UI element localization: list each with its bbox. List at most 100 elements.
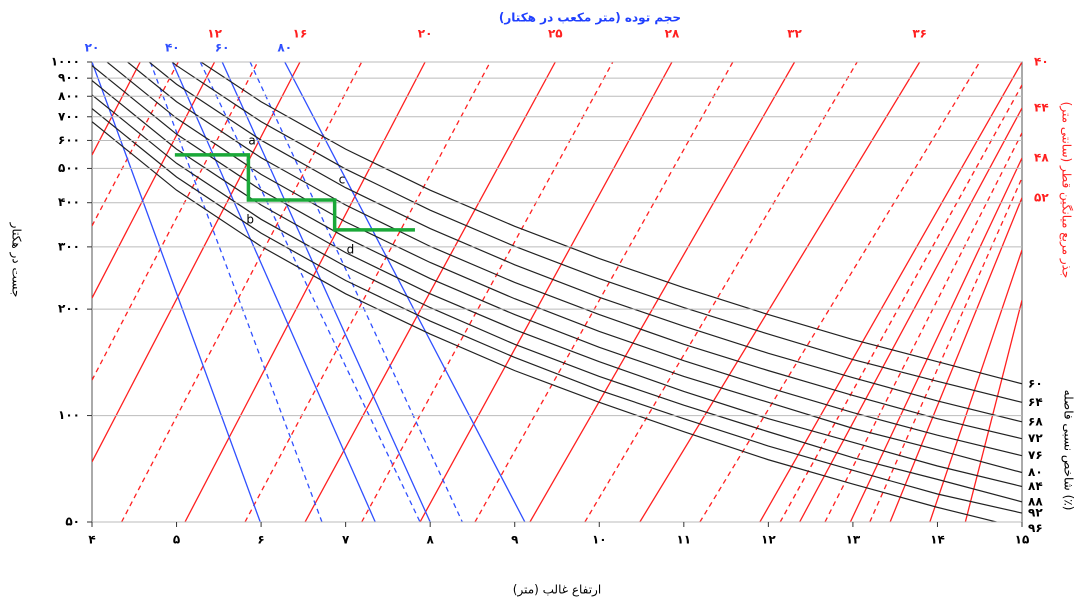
y-tick-label: ۱۰۰۰ (51, 55, 80, 69)
y-tick-label: ۵۰ (65, 515, 80, 529)
annotation: c (339, 173, 346, 187)
series-line (92, 94, 1022, 503)
series-line (92, 121, 1000, 522)
red-line (419, 62, 673, 522)
blue-line-label: ۸۰ (277, 41, 292, 55)
red-line-label: ۲۵ (548, 27, 563, 41)
series-line (148, 62, 1022, 423)
x-axis-label: ارتفاع غالب (متر) (513, 583, 601, 598)
x-tick-label: ۱۲ (761, 533, 776, 547)
x-tick-label: ۱۱ (676, 533, 691, 547)
series-line (92, 108, 1022, 514)
y-tick-label: ۴۰۰ (58, 195, 80, 209)
y-tick-label: ۵۰۰ (58, 161, 80, 175)
red-line-label: ۲۰ (418, 27, 433, 41)
red-line-label: ۱۲ (207, 27, 222, 41)
red-line (184, 62, 426, 522)
series-line (171, 62, 1022, 403)
blue-line (284, 62, 526, 522)
chart-title: حجم توده (متر مکعب در هکتار) (499, 11, 681, 26)
y-tick-label: ۱۰۰ (58, 408, 80, 422)
series-label: ۶۴ (1028, 395, 1043, 409)
x-tick-label: ۱۴ (930, 533, 945, 547)
red-line-label: ۲۸ (665, 27, 680, 41)
series-label: ۸۴ (1028, 479, 1043, 493)
y-axis-label: جست در هکتار (9, 222, 24, 298)
y-tick-label: ۲۰۰ (58, 302, 80, 316)
red-line-label: ۴۰ (1034, 55, 1049, 69)
series-label: ۸۸ (1028, 494, 1043, 508)
red-line (889, 197, 1022, 522)
blue-line-label: ۴۰ (165, 41, 180, 55)
x-tick-label: ۴ (88, 533, 95, 547)
series-label: ۷۶ (1028, 448, 1043, 462)
annotation: b (246, 213, 254, 227)
red-line (779, 84, 1022, 522)
blue-line (171, 62, 376, 522)
y-tick-label: ۶۰۰ (58, 133, 80, 147)
x-tick-label: ۱۵ (1015, 533, 1030, 547)
red-line (244, 62, 491, 522)
red-line (92, 62, 216, 299)
blue-line (249, 62, 463, 522)
series-line (92, 65, 1022, 474)
red-line-label: ۳۲ (787, 27, 802, 41)
red-line (759, 62, 1022, 522)
plot-area (92, 62, 1022, 522)
blue-line-label: ۶۰ (215, 41, 230, 55)
series-label: ۸۰ (1028, 465, 1043, 479)
red-line (584, 62, 858, 522)
series-line (92, 80, 1022, 488)
red-line (849, 157, 1022, 522)
x-tick-label: ۸ (427, 533, 435, 547)
series-line (199, 62, 1022, 385)
x-tick-label: ۱۳ (846, 533, 861, 547)
blue-line-label: ۲۰ (85, 41, 100, 55)
x-tick-label: ۵ (173, 533, 180, 547)
red-line-label: ۳۶ (912, 27, 927, 41)
blue-line (149, 62, 323, 522)
red-line (474, 62, 734, 522)
blue-line (221, 62, 431, 522)
y-tick-label: ۳۰۰ (58, 239, 80, 253)
red-line-label: ۵۲ (1034, 190, 1049, 204)
series-label: ۶۸ (1028, 414, 1043, 428)
red-line (824, 132, 1022, 522)
series-label: ۷۲ (1028, 431, 1043, 445)
y-tick-label: ۹۰۰ (58, 71, 80, 85)
annotation: d (347, 242, 355, 256)
red-line-label: ۴۴ (1034, 101, 1049, 115)
red-line (92, 62, 141, 156)
series-line (106, 62, 1022, 457)
series-line (126, 62, 1022, 440)
series-label: ۶۰ (1028, 376, 1043, 390)
x-tick-label: ۶ (257, 533, 264, 547)
series-axis-label: شاخص نسبی فاصله (٪) (1061, 390, 1076, 511)
series-label: ۹۶ (1028, 521, 1043, 535)
red-line (361, 62, 614, 522)
x-tick-label: ۷ (342, 533, 350, 547)
red-line (92, 62, 301, 463)
red-line (699, 62, 981, 522)
x-tick-label: ۱۰ (592, 533, 607, 547)
red-line (92, 62, 259, 381)
y-tick-label: ۸۰۰ (58, 89, 80, 103)
red-line (304, 62, 556, 522)
series-label: ۹۲ (1028, 506, 1043, 520)
red-line (639, 62, 921, 522)
blue-line (199, 62, 421, 522)
y2-axis-label: جذر مربع میانگین قطر (سانتی متر) (1059, 102, 1074, 279)
red-line-label: ۴۸ (1034, 151, 1049, 165)
red-line (964, 300, 1022, 522)
annotation: a (248, 133, 255, 147)
green-path (174, 153, 415, 232)
y-tick-label: ۷۰۰ (58, 109, 80, 123)
red-line (929, 249, 1022, 522)
blue-line (92, 62, 261, 522)
red-line (799, 107, 1022, 522)
red-line (121, 62, 363, 522)
x-tick-label: ۹ (511, 533, 519, 547)
red-line (529, 62, 796, 522)
